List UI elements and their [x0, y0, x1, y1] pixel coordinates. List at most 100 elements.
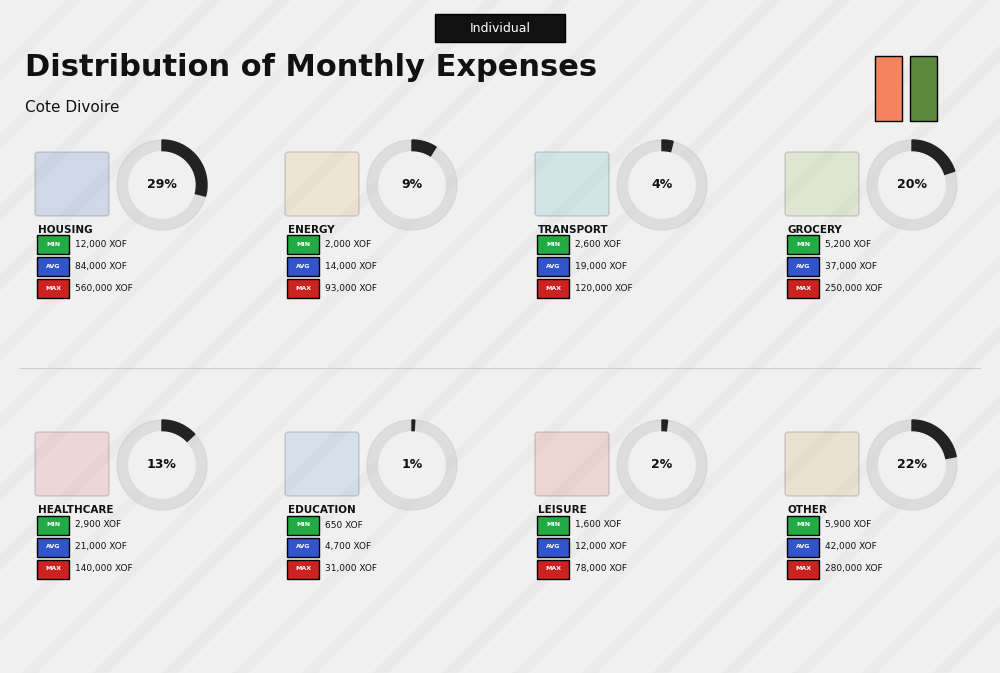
Polygon shape — [912, 420, 956, 465]
Text: 4%: 4% — [651, 178, 673, 192]
Text: AVG: AVG — [796, 544, 810, 549]
Text: 1,600 XOF: 1,600 XOF — [575, 520, 621, 530]
Polygon shape — [117, 140, 207, 230]
FancyBboxPatch shape — [537, 258, 569, 277]
Text: 4,700 XOF: 4,700 XOF — [325, 542, 371, 551]
FancyBboxPatch shape — [287, 279, 319, 299]
FancyBboxPatch shape — [910, 55, 937, 120]
Text: 93,000 XOF: 93,000 XOF — [325, 285, 377, 293]
Text: MAX: MAX — [295, 287, 311, 291]
Text: 78,000 XOF: 78,000 XOF — [575, 565, 627, 573]
Text: AVG: AVG — [296, 544, 310, 549]
Text: 560,000 XOF: 560,000 XOF — [75, 285, 133, 293]
FancyBboxPatch shape — [287, 516, 319, 534]
Polygon shape — [367, 140, 457, 230]
Text: MIN: MIN — [46, 242, 60, 248]
Text: 12,000 XOF: 12,000 XOF — [75, 240, 127, 250]
Text: MAX: MAX — [795, 567, 811, 571]
Text: LEISURE: LEISURE — [538, 505, 587, 515]
Text: AVG: AVG — [46, 264, 60, 269]
Text: HOUSING: HOUSING — [38, 225, 93, 235]
Text: MAX: MAX — [795, 287, 811, 291]
Polygon shape — [662, 140, 673, 185]
FancyBboxPatch shape — [435, 14, 565, 42]
FancyBboxPatch shape — [537, 538, 569, 557]
Text: MIN: MIN — [296, 522, 310, 528]
Text: ENERGY: ENERGY — [288, 225, 335, 235]
FancyBboxPatch shape — [787, 538, 819, 557]
Text: MAX: MAX — [45, 287, 61, 291]
Polygon shape — [117, 420, 207, 510]
Text: GROCERY: GROCERY — [788, 225, 843, 235]
Text: MAX: MAX — [295, 567, 311, 571]
Polygon shape — [617, 140, 707, 230]
Text: 250,000 XOF: 250,000 XOF — [825, 285, 883, 293]
Text: 650 XOF: 650 XOF — [325, 520, 363, 530]
Text: 31,000 XOF: 31,000 XOF — [325, 565, 377, 573]
Text: HEALTHCARE: HEALTHCARE — [38, 505, 114, 515]
Polygon shape — [912, 140, 955, 185]
Polygon shape — [379, 152, 445, 218]
FancyBboxPatch shape — [37, 258, 69, 277]
FancyBboxPatch shape — [37, 538, 69, 557]
Text: 5,900 XOF: 5,900 XOF — [825, 520, 871, 530]
Polygon shape — [629, 432, 695, 498]
Polygon shape — [879, 152, 945, 218]
Text: 13%: 13% — [147, 458, 177, 472]
Text: 2,900 XOF: 2,900 XOF — [75, 520, 121, 530]
Polygon shape — [379, 152, 445, 218]
FancyBboxPatch shape — [37, 236, 69, 254]
Polygon shape — [879, 432, 945, 498]
Text: MIN: MIN — [796, 522, 810, 528]
Text: 2%: 2% — [651, 458, 673, 472]
Text: 42,000 XOF: 42,000 XOF — [825, 542, 877, 551]
Text: Individual: Individual — [470, 22, 530, 34]
Text: 29%: 29% — [147, 178, 177, 192]
FancyBboxPatch shape — [535, 432, 609, 496]
FancyBboxPatch shape — [537, 516, 569, 534]
Text: MIN: MIN — [796, 242, 810, 248]
FancyBboxPatch shape — [787, 516, 819, 534]
Polygon shape — [162, 140, 207, 197]
Text: 22%: 22% — [897, 458, 927, 472]
Text: 37,000 XOF: 37,000 XOF — [825, 262, 877, 271]
Text: MIN: MIN — [46, 522, 60, 528]
Polygon shape — [367, 420, 457, 510]
Polygon shape — [129, 152, 195, 218]
Text: AVG: AVG — [546, 544, 560, 549]
Text: AVG: AVG — [46, 544, 60, 549]
Text: Cote Divoire: Cote Divoire — [25, 100, 120, 116]
Polygon shape — [129, 432, 195, 498]
Polygon shape — [629, 152, 695, 218]
Text: 14,000 XOF: 14,000 XOF — [325, 262, 377, 271]
Text: 9%: 9% — [401, 178, 423, 192]
Text: Distribution of Monthly Expenses: Distribution of Monthly Expenses — [25, 53, 597, 83]
Text: 2,000 XOF: 2,000 XOF — [325, 240, 371, 250]
Polygon shape — [379, 432, 445, 498]
Polygon shape — [617, 420, 707, 510]
Text: MIN: MIN — [546, 242, 560, 248]
FancyBboxPatch shape — [537, 559, 569, 579]
FancyBboxPatch shape — [287, 538, 319, 557]
FancyBboxPatch shape — [285, 152, 359, 216]
Text: 19,000 XOF: 19,000 XOF — [575, 262, 627, 271]
Text: 20%: 20% — [897, 178, 927, 192]
Text: MAX: MAX — [45, 567, 61, 571]
Text: MIN: MIN — [296, 242, 310, 248]
Text: 1%: 1% — [401, 458, 423, 472]
FancyBboxPatch shape — [287, 236, 319, 254]
Text: AVG: AVG — [546, 264, 560, 269]
Text: AVG: AVG — [296, 264, 310, 269]
FancyBboxPatch shape — [875, 55, 902, 120]
Text: 120,000 XOF: 120,000 XOF — [575, 285, 633, 293]
Polygon shape — [867, 420, 957, 510]
Polygon shape — [629, 152, 695, 218]
FancyBboxPatch shape — [535, 152, 609, 216]
FancyBboxPatch shape — [787, 236, 819, 254]
Polygon shape — [379, 432, 445, 498]
FancyBboxPatch shape — [287, 258, 319, 277]
Polygon shape — [412, 140, 436, 185]
Text: 2,600 XOF: 2,600 XOF — [575, 240, 621, 250]
FancyBboxPatch shape — [35, 152, 109, 216]
Text: 84,000 XOF: 84,000 XOF — [75, 262, 127, 271]
